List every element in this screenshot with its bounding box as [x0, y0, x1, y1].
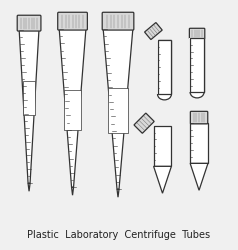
Bar [64, 90, 81, 130]
Bar [190, 38, 204, 92]
FancyBboxPatch shape [190, 111, 208, 124]
Bar [158, 40, 171, 94]
Polygon shape [59, 29, 86, 187]
Bar [154, 126, 171, 166]
Bar [158, 40, 171, 94]
Polygon shape [72, 187, 74, 195]
Ellipse shape [158, 89, 171, 100]
Bar [190, 123, 208, 163]
Bar [157, 40, 172, 94]
Bar [189, 38, 205, 92]
Polygon shape [19, 30, 39, 183]
FancyBboxPatch shape [189, 28, 205, 39]
Polygon shape [190, 163, 208, 190]
FancyBboxPatch shape [58, 12, 87, 30]
Bar [108, 88, 128, 133]
FancyBboxPatch shape [134, 113, 154, 133]
Ellipse shape [190, 87, 204, 98]
Bar [190, 38, 204, 92]
Polygon shape [28, 183, 30, 191]
Text: Plastic  Laboratory  Centrifuge  Tubes: Plastic Laboratory Centrifuge Tubes [27, 230, 211, 240]
FancyBboxPatch shape [102, 12, 134, 30]
FancyBboxPatch shape [145, 23, 162, 40]
Bar [23, 80, 35, 115]
FancyBboxPatch shape [17, 15, 41, 31]
Polygon shape [103, 29, 133, 189]
Polygon shape [117, 189, 119, 197]
Polygon shape [154, 166, 171, 193]
